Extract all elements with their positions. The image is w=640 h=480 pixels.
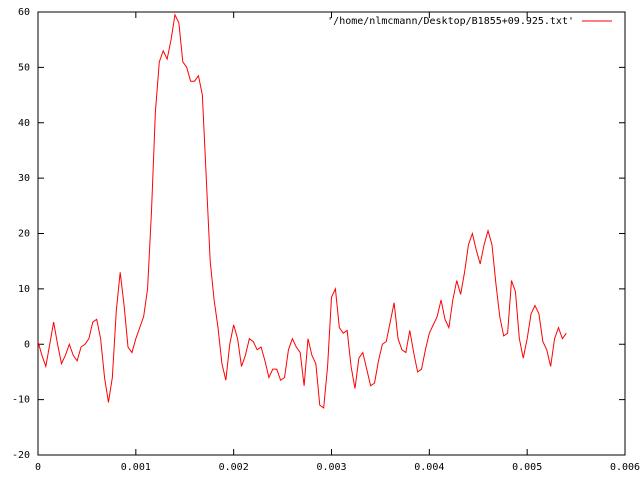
y-tick-label: 50 (18, 62, 30, 73)
y-tick-label: 10 (18, 284, 30, 295)
legend-label: '/home/nlmcmann/Desktop/B1855+09.925.txt… (327, 16, 574, 27)
x-tick-label: 0.002 (219, 462, 249, 473)
x-tick-label: 0.004 (414, 462, 444, 473)
x-tick-label: 0 (35, 462, 41, 473)
plot-border (37, 11, 626, 456)
x-tick-label: 0.001 (121, 462, 151, 473)
y-tick-label: 30 (18, 173, 30, 184)
y-tick-label: -20 (12, 450, 30, 461)
y-tick-label: 40 (18, 118, 30, 129)
x-tick-label: 0.006 (610, 462, 640, 473)
data-line (37, 13, 567, 409)
y-tick-label: -10 (12, 395, 30, 406)
y-tick-label: 20 (18, 229, 30, 240)
x-tick-label: 0.005 (512, 462, 542, 473)
y-tick-label: 60 (18, 7, 30, 18)
x-tick-label: 0.003 (316, 462, 346, 473)
y-tick-label: 0 (24, 339, 30, 350)
